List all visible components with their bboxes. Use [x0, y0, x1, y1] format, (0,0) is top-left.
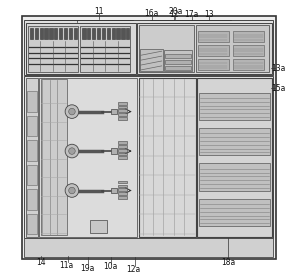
Circle shape: [65, 184, 79, 197]
Bar: [116, 28, 120, 39]
Bar: [90, 221, 107, 233]
Text: 13: 13: [204, 10, 213, 19]
Bar: [118, 188, 127, 191]
Bar: [27, 91, 37, 112]
Bar: [199, 128, 270, 155]
Bar: [26, 23, 136, 73]
Bar: [39, 78, 137, 237]
Circle shape: [69, 148, 75, 154]
Bar: [118, 102, 127, 105]
Bar: [118, 196, 127, 199]
Bar: [82, 28, 86, 39]
Bar: [197, 78, 272, 237]
Bar: [137, 23, 272, 73]
Bar: [28, 26, 78, 72]
Bar: [118, 117, 127, 120]
Bar: [24, 20, 273, 75]
Bar: [59, 28, 62, 39]
Bar: [102, 28, 105, 39]
Bar: [165, 54, 191, 58]
Bar: [24, 76, 273, 238]
Bar: [74, 28, 77, 39]
Bar: [126, 28, 129, 39]
Bar: [107, 28, 110, 39]
Bar: [112, 28, 115, 39]
Text: 20a: 20a: [168, 7, 182, 16]
Bar: [27, 165, 37, 185]
Bar: [87, 28, 90, 39]
Bar: [92, 28, 95, 39]
Bar: [64, 28, 67, 39]
Text: 14: 14: [36, 258, 45, 267]
Bar: [118, 113, 127, 116]
Text: 19a: 19a: [80, 264, 94, 273]
Text: 12: 12: [169, 10, 179, 19]
Text: 11: 11: [94, 7, 104, 16]
Bar: [27, 116, 37, 136]
Bar: [165, 66, 191, 70]
Bar: [30, 28, 33, 39]
Bar: [118, 145, 127, 148]
Bar: [118, 153, 127, 155]
Bar: [112, 188, 117, 193]
Bar: [112, 148, 117, 154]
Text: 11a: 11a: [60, 261, 74, 270]
Bar: [199, 163, 270, 190]
Bar: [139, 78, 196, 237]
Bar: [24, 238, 273, 257]
Bar: [39, 28, 43, 39]
Bar: [198, 31, 229, 42]
Bar: [165, 60, 191, 64]
Bar: [139, 25, 194, 72]
Text: 18a: 18a: [221, 258, 236, 267]
Bar: [26, 78, 38, 237]
Bar: [27, 140, 37, 161]
Circle shape: [69, 108, 75, 115]
Bar: [54, 28, 57, 39]
Bar: [118, 156, 127, 159]
Bar: [118, 141, 127, 144]
Bar: [97, 28, 100, 39]
Text: 17a: 17a: [184, 10, 199, 19]
Bar: [140, 49, 163, 71]
Bar: [35, 28, 38, 39]
Bar: [49, 28, 53, 39]
Bar: [27, 214, 37, 234]
Bar: [22, 16, 276, 259]
Bar: [121, 28, 124, 39]
Bar: [198, 59, 229, 70]
Bar: [112, 109, 117, 114]
Text: 12a: 12a: [126, 265, 140, 274]
Bar: [80, 26, 130, 72]
Bar: [118, 192, 127, 195]
Bar: [118, 185, 127, 187]
Circle shape: [65, 105, 79, 118]
Bar: [233, 45, 264, 56]
Bar: [69, 28, 72, 39]
Text: 13a: 13a: [271, 63, 286, 73]
Text: 16a: 16a: [144, 9, 159, 18]
Bar: [44, 28, 48, 39]
Circle shape: [65, 144, 79, 158]
Bar: [196, 25, 269, 72]
Bar: [118, 109, 127, 112]
Bar: [41, 79, 66, 235]
Bar: [198, 45, 229, 56]
Bar: [164, 51, 192, 71]
Bar: [118, 106, 127, 108]
Bar: [233, 59, 264, 70]
Bar: [118, 181, 127, 184]
Bar: [199, 199, 270, 226]
Bar: [199, 92, 270, 120]
Bar: [233, 31, 264, 42]
Text: 10a: 10a: [103, 262, 117, 272]
Bar: [27, 189, 37, 209]
Bar: [118, 149, 127, 152]
Text: 15a: 15a: [271, 84, 286, 93]
Circle shape: [69, 187, 75, 194]
